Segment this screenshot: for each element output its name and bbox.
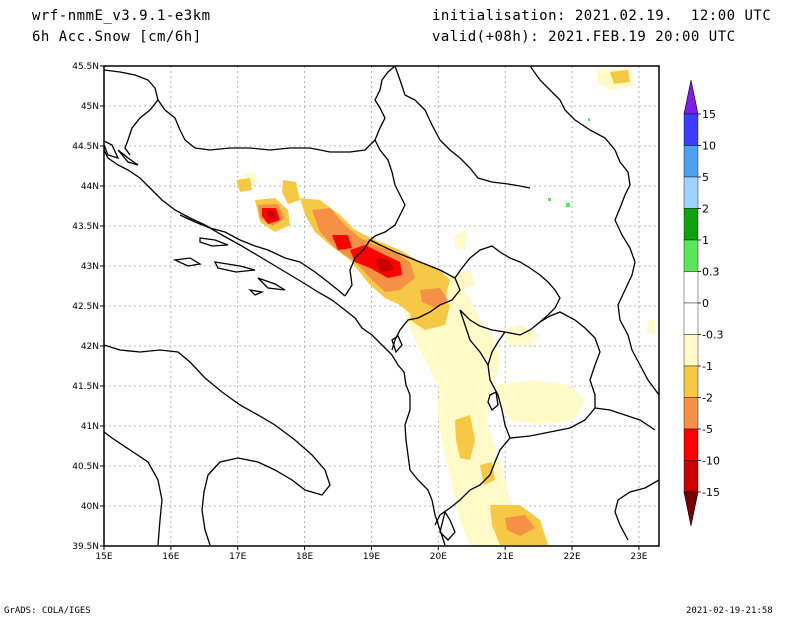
lon-tick-label: 20E — [430, 552, 447, 562]
colorbar-label: 10 — [702, 140, 716, 153]
lake-scutari — [391, 335, 403, 354]
colorbar-label: 2 — [702, 203, 709, 216]
lat-tick-label: 43.5N — [72, 222, 99, 232]
island-mljet — [257, 277, 286, 291]
map-gridlines — [104, 66, 659, 546]
lat-tick-label: 45.5N — [72, 62, 99, 72]
coastline-adriatic-east — [104, 149, 446, 546]
lat-tick-label: 42.5N — [72, 302, 99, 312]
colorbar-bottom-arrow — [683, 491, 699, 527]
border-bosnia-serbia — [367, 139, 406, 243]
island-lastovo — [248, 289, 265, 296]
lat-tick-label: 41N — [81, 422, 99, 432]
island-cres — [104, 140, 120, 160]
variable-title: 6h Acc.Snow [cm/6h] — [32, 29, 202, 45]
colorbar-label: -0.3 — [702, 329, 723, 342]
colorbar-label: 0 — [702, 297, 709, 310]
snow-extreme-areas — [267, 211, 394, 272]
lon-tick-label: 16E — [162, 552, 179, 562]
colorbar-segment — [683, 460, 699, 493]
lat-tick-label: 41.5N — [72, 382, 99, 392]
colorbar-label: 0.3 — [702, 266, 720, 279]
coastline-italy-west — [104, 431, 163, 546]
lon-tick-label: 17E — [229, 552, 246, 562]
coastline-greece — [614, 479, 659, 541]
model-title: wrf-nmmE_v3.9.1-e3km — [32, 8, 211, 24]
colorbar-top-arrow — [683, 79, 699, 115]
island-korcula — [213, 261, 256, 273]
border-greece-north — [594, 407, 656, 431]
colorbar-segment — [683, 271, 699, 304]
colorbar-segment — [683, 239, 699, 272]
colorbar-label: -10 — [702, 455, 720, 468]
colorbar-segment — [683, 145, 699, 178]
colorbar-label: -2 — [702, 392, 713, 405]
border-bosnia-north — [104, 66, 396, 153]
border-albania-east — [459, 309, 489, 366]
colorbar-segment — [683, 428, 699, 461]
lat-tick-label: 42N — [81, 342, 99, 352]
colorbar-label: -1 — [702, 360, 713, 373]
lat-tick-label: 44N — [81, 182, 99, 192]
lon-tick-label: 21E — [497, 552, 514, 562]
snow-field-layer — [236, 68, 655, 545]
island-pag — [117, 149, 139, 166]
lon-tick-label: 19E — [363, 552, 380, 562]
lon-tick-label: 15E — [95, 552, 112, 562]
colorbar-label: 15 — [702, 108, 716, 121]
lat-tick-label: 40.5N — [72, 462, 99, 472]
border-montenegro — [344, 239, 461, 351]
colorbar-segment — [683, 113, 699, 146]
initialisation-time: initialisation: 2021.02.19. 12:00 UTC — [432, 8, 772, 24]
border-kosovo — [454, 245, 561, 336]
lat-tick-label: 45N — [81, 102, 99, 112]
border-north-macedonia — [487, 311, 601, 439]
lon-tick-label: 18E — [296, 552, 313, 562]
lat-tick-label: 44.5N — [72, 142, 99, 152]
longitude-tick-labels: 15E 16E 17E 18E 19E 20E 21E 22E 23E — [95, 546, 648, 562]
lat-tick-label: 39.5N — [72, 542, 99, 552]
footer-timestamp: 2021-02-19-21:58 — [686, 606, 773, 616]
colorbar-label: 5 — [702, 171, 709, 184]
border-serbia-east — [394, 66, 531, 189]
coastline-italy — [104, 344, 331, 546]
border-bosnia-west — [124, 99, 159, 156]
map-plot-area — [104, 66, 659, 546]
colorbar-segment — [683, 208, 699, 241]
footer-credit: GrADS: COLA/IGES — [4, 606, 91, 616]
lon-tick-label: 22E — [564, 552, 581, 562]
colorbar-segment — [683, 176, 699, 209]
latitude-tick-labels: 39.5N 40N 40.5N 41N 41.5N 42N 42.5N 43N 43.5N 44N… — [72, 62, 104, 552]
snow-green-dots — [548, 118, 590, 207]
colorbar-segment — [683, 302, 699, 335]
colorbar-label: -5 — [702, 423, 713, 436]
lon-tick-label: 23E — [630, 552, 647, 562]
lake-ohrid — [487, 391, 499, 412]
coastline-corfu — [439, 510, 456, 541]
colorbar-segment — [683, 365, 699, 398]
island-hvar — [199, 237, 229, 247]
colorbar-label: 1 — [702, 234, 709, 247]
colorbar: 15 10 5 2 1 0.3 0 -0.3 -1 -2 -5 -10 -15 — [683, 79, 723, 527]
colorbar-segment — [683, 334, 699, 367]
border-bosnia-south — [179, 214, 346, 297]
border-serbia-romania — [529, 66, 659, 396]
lat-tick-label: 40N — [81, 502, 99, 512]
colorbar-segment — [683, 397, 699, 430]
map-boundaries — [104, 66, 659, 546]
lat-tick-label: 43N — [81, 262, 99, 272]
island-brac — [172, 257, 202, 267]
valid-time: valid(+08h): 2021.FEB.19 20:00 UTC — [432, 29, 736, 45]
colorbar-label: -15 — [702, 486, 720, 499]
